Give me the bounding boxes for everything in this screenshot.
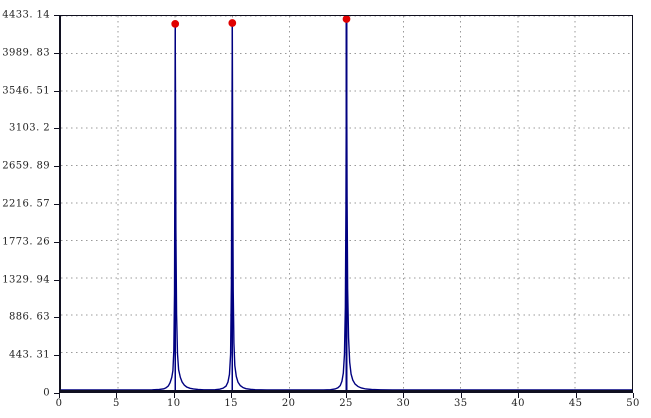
x-axis-tick-label: 25 xyxy=(339,398,353,409)
x-axis-tick-label: 15 xyxy=(224,398,238,409)
x-axis-tick-label: 40 xyxy=(511,398,525,409)
spectrum-series xyxy=(61,16,632,390)
x-axis-tick-mark xyxy=(518,393,519,398)
y-axis-tick-label: 3989. 83 xyxy=(2,47,50,59)
y-axis-tick-mark xyxy=(54,204,59,205)
y-axis-tick-labels: 0 443. 31 886. 63 1329. 94 1773. 26 2216. 57 2… xyxy=(0,0,50,418)
peak-markers[interactable] xyxy=(61,16,632,390)
x-axis-tick-labels: 0 5 10 15 20 25 30 35 40 45 50 xyxy=(0,398,651,418)
x-axis-tick-mark xyxy=(461,393,462,398)
y-axis-tick-mark xyxy=(54,15,59,16)
y-axis-tick-mark xyxy=(54,166,59,167)
x-axis-tick-mark xyxy=(289,393,290,398)
x-axis-tick-label: 10 xyxy=(167,398,181,409)
y-axis-tick-label: 443. 31 xyxy=(9,349,50,361)
y-axis-tick-mark xyxy=(54,242,59,243)
y-axis-tick-mark xyxy=(54,128,59,129)
y-axis-tick-label: 3103. 2 xyxy=(9,122,50,134)
x-axis-tick-label: 35 xyxy=(454,398,468,409)
y-axis-tick-label: 0 xyxy=(43,387,50,399)
y-axis-tick-label: 2659. 89 xyxy=(2,160,50,172)
y-axis-tick-label: 4433. 14 xyxy=(2,9,50,21)
y-axis-tick-mark xyxy=(54,53,59,54)
y-axis-tick-mark xyxy=(54,280,59,281)
x-axis-tick-mark xyxy=(576,393,577,398)
x-axis-tick-label: 5 xyxy=(113,398,120,409)
y-axis-tick-label: 1773. 26 xyxy=(2,236,50,248)
plot-area xyxy=(59,15,633,393)
y-axis-tick-label: 886. 63 xyxy=(9,311,50,323)
x-axis-tick-label: 20 xyxy=(281,398,296,409)
x-axis-tick-mark xyxy=(231,393,232,398)
x-axis-tick-label: 45 xyxy=(568,398,583,409)
x-axis-tick-label: 50 xyxy=(626,398,640,409)
x-axis-tick-mark xyxy=(59,393,60,398)
y-axis-tick-mark xyxy=(54,317,59,318)
y-axis-tick-mark xyxy=(54,91,59,92)
y-axis-tick-mark xyxy=(54,393,59,394)
y-axis-tick-marks xyxy=(54,15,60,394)
gridlines xyxy=(61,16,632,390)
x-axis-tick-marks xyxy=(59,393,634,399)
y-axis-tick-mark xyxy=(54,355,59,356)
y-axis-tick-label: 3546. 51 xyxy=(2,85,50,97)
x-axis-tick-mark xyxy=(116,393,117,398)
y-axis-tick-label: 2216. 57 xyxy=(2,198,50,210)
x-axis-tick-label: 30 xyxy=(396,398,411,409)
x-axis-tick-mark xyxy=(174,393,175,398)
x-axis-tick-mark xyxy=(403,393,404,398)
y-axis-tick-label: 1329. 94 xyxy=(2,274,50,286)
x-axis-tick-mark xyxy=(346,393,347,398)
x-axis-tick-mark xyxy=(633,393,634,398)
x-axis-tick-label: 0 xyxy=(55,398,63,409)
